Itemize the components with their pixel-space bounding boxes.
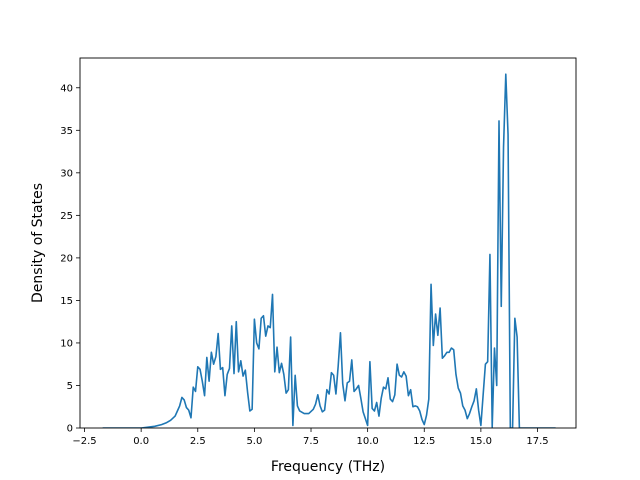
axes-frame bbox=[79, 57, 577, 429]
x-tick-label: 15.0 bbox=[470, 436, 492, 447]
dos-series-line bbox=[102, 73, 556, 428]
y-tick-label: 20 bbox=[60, 253, 73, 264]
plot-area bbox=[102, 73, 556, 428]
y-tick-label: 0 bbox=[67, 424, 73, 435]
y-tick-label: 30 bbox=[60, 168, 73, 179]
x-tick-label: 5.0 bbox=[246, 436, 262, 447]
x-tick-label: 0.0 bbox=[133, 436, 149, 447]
y-tick-label: 35 bbox=[60, 126, 73, 137]
axis-ticks: −2.5 0.0 2.5 5.0 7.5 10.0 12.5 15.0 17.5 0 5 10 15 20… bbox=[60, 83, 548, 447]
y-tick-label: 10 bbox=[60, 338, 73, 349]
x-tick-label: 17.5 bbox=[526, 436, 548, 447]
y-axis-label: Density of States bbox=[30, 183, 46, 303]
x-tick-label: 7.5 bbox=[303, 436, 319, 447]
x-tick-label: 10.0 bbox=[357, 436, 379, 447]
x-tick-label: 2.5 bbox=[190, 436, 206, 447]
y-tick-label: 15 bbox=[60, 296, 73, 307]
y-tick-label: 5 bbox=[67, 381, 73, 392]
y-tick-label: 40 bbox=[60, 83, 73, 94]
x-tick-label: 12.5 bbox=[413, 436, 435, 447]
x-axis-label: Frequency (THz) bbox=[271, 459, 385, 475]
x-tick-label: −2.5 bbox=[72, 436, 96, 447]
y-tick-label: 25 bbox=[60, 211, 73, 222]
